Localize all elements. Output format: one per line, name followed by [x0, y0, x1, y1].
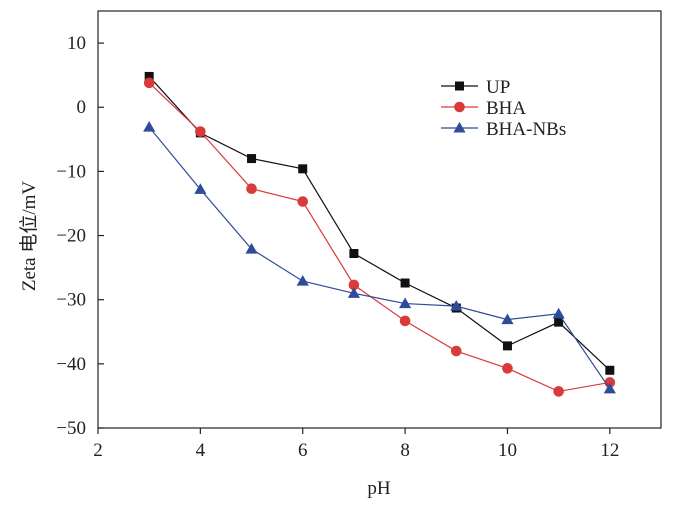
- legend-label: BHA: [486, 98, 526, 119]
- circle-marker: [195, 126, 206, 137]
- circle-marker: [502, 363, 513, 374]
- square-marker: [349, 249, 359, 259]
- x-tick-label: 10: [498, 440, 517, 461]
- x-tick-label: 6: [298, 440, 308, 461]
- legend-item: BHA-NBs: [441, 119, 566, 140]
- triangle-marker: [450, 300, 463, 311]
- legend-item: BHA: [441, 98, 526, 119]
- y-tick-label: −20: [56, 226, 86, 247]
- circle-marker: [553, 386, 564, 397]
- triangle-marker: [143, 121, 156, 132]
- triangle-marker: [453, 121, 466, 133]
- series-bha-nbs: [143, 121, 616, 394]
- triangle-marker: [501, 313, 514, 325]
- triangle-marker: [603, 382, 616, 394]
- y-tick-label: −50: [56, 418, 86, 439]
- square-marker: [455, 81, 464, 91]
- y-tick-label: −10: [56, 161, 86, 182]
- triangle-marker: [194, 183, 207, 194]
- circle-marker: [348, 279, 360, 291]
- circle-marker: [399, 315, 411, 327]
- x-tick-label: 2: [93, 440, 103, 461]
- square-marker: [554, 317, 564, 327]
- series-line: [148, 82, 610, 393]
- x-tick-label: 12: [600, 440, 619, 461]
- circle-marker: [297, 196, 309, 207]
- plot-frame: [97, 10, 662, 429]
- axes: 2 4 6 8 10 12 10 0 −10 −20 −30 −40 −50: [56, 10, 662, 461]
- series-bha: [143, 77, 616, 397]
- square-marker: [502, 341, 512, 351]
- triangle-marker: [347, 287, 360, 298]
- square-marker: [400, 278, 410, 288]
- triangle-marker: [552, 307, 565, 319]
- circle-marker: [450, 345, 462, 357]
- series-line: [148, 126, 611, 390]
- x-tick-label: 8: [400, 440, 410, 461]
- square-marker: [298, 164, 308, 174]
- circle-marker: [454, 101, 465, 113]
- x-tick-label: 4: [196, 440, 206, 461]
- y-tick-label: 10: [67, 33, 86, 54]
- triangle-marker: [399, 297, 412, 309]
- y-tick-label: −40: [56, 354, 86, 375]
- y-axis-label: Zeta 电位/mV: [18, 181, 40, 292]
- circle-marker: [246, 183, 257, 195]
- y-tick-label: 0: [77, 97, 87, 118]
- legend-label: UP: [486, 77, 510, 98]
- triangle-marker: [296, 275, 309, 286]
- square-marker: [144, 71, 154, 81]
- series-up: [144, 71, 615, 375]
- y-tick-label: −30: [56, 290, 86, 311]
- circle-marker: [143, 77, 155, 89]
- square-marker: [605, 365, 615, 375]
- triangle-marker: [245, 242, 258, 254]
- legend-label: BHA-NBs: [486, 119, 566, 140]
- series-line: [148, 76, 611, 371]
- legend-item: UP: [441, 77, 510, 98]
- x-axis-label: pH: [367, 478, 391, 499]
- series-layer: [143, 71, 616, 397]
- square-marker: [247, 154, 257, 164]
